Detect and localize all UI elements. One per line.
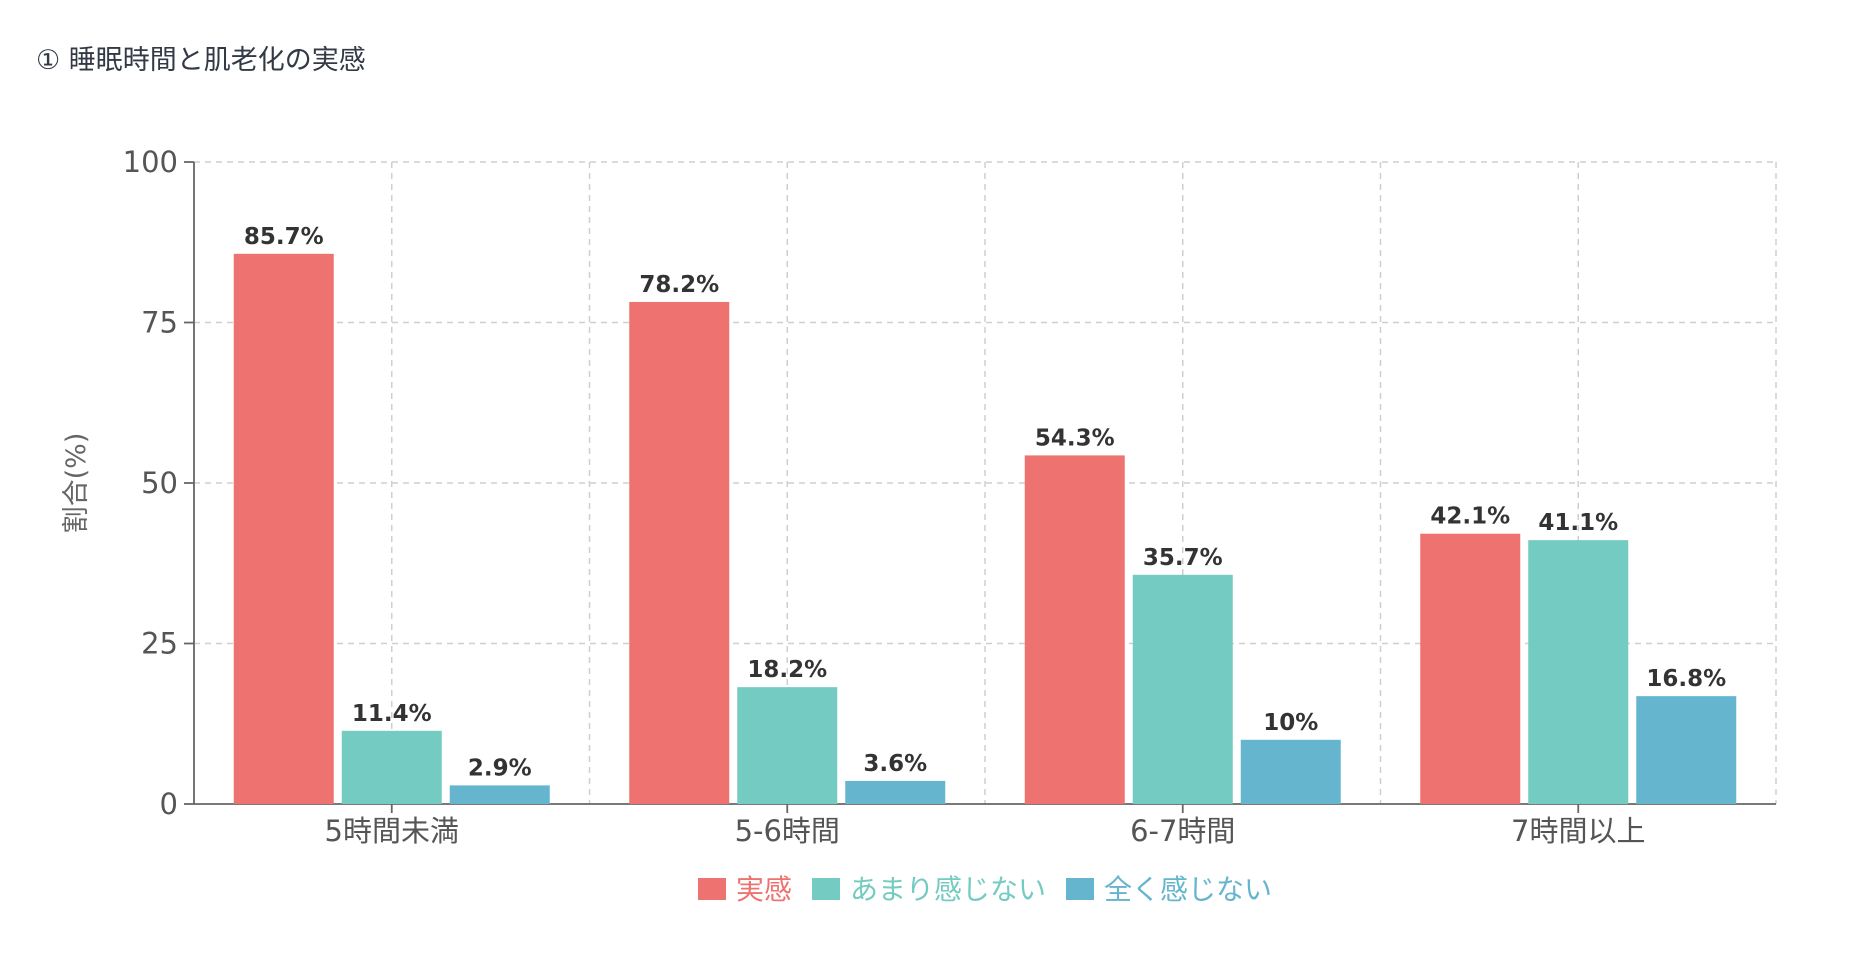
y-tick-label: 25 (141, 627, 178, 661)
bar-value-label: 16.8% (1646, 666, 1726, 692)
bar (233, 253, 334, 804)
bar-value-label: 2.9% (468, 755, 532, 781)
legend-label: 全く感じない (1104, 873, 1272, 906)
legend-label: 実感 (736, 873, 792, 906)
bar (449, 785, 550, 804)
bar (1024, 455, 1125, 804)
bar-value-label: 85.7% (244, 224, 324, 250)
y-tick-label: 0 (160, 787, 178, 821)
bar-value-label: 35.7% (1143, 545, 1223, 571)
bar (1528, 540, 1629, 804)
bar (341, 730, 442, 804)
bar (1420, 533, 1521, 804)
x-tick-label: 5時間未満 (325, 814, 459, 848)
legend-swatch (1066, 878, 1094, 900)
y-axis-label: 割合(%) (61, 433, 92, 534)
bar-value-label: 18.2% (747, 657, 827, 683)
bar-value-label: 42.1% (1430, 504, 1510, 530)
bar (737, 687, 838, 804)
x-tick-label: 6-7時間 (1130, 814, 1235, 848)
bar (845, 780, 946, 804)
bar-value-label: 3.6% (863, 751, 927, 777)
y-tick-label: 75 (141, 306, 178, 340)
bar (629, 301, 730, 804)
legend-swatch (698, 878, 726, 900)
chart-title: ① 睡眠時間と肌老化の実感 (36, 45, 366, 76)
x-tick-label: 7時間以上 (1511, 814, 1645, 848)
legend-label: あまり感じない (850, 873, 1046, 906)
bar-value-label: 41.1% (1538, 510, 1618, 536)
x-tick-label: 5-6時間 (735, 814, 840, 848)
bar (1636, 696, 1737, 804)
legend-swatch (812, 878, 840, 900)
bar-value-label: 10% (1263, 710, 1318, 736)
y-tick-label: 100 (123, 145, 178, 179)
y-tick-label: 50 (141, 466, 178, 500)
bar-value-label: 11.4% (352, 701, 432, 727)
bar-value-label: 78.2% (639, 272, 719, 298)
bar-value-label: 54.3% (1035, 425, 1115, 451)
bar (1132, 574, 1233, 804)
bar (1240, 739, 1341, 804)
